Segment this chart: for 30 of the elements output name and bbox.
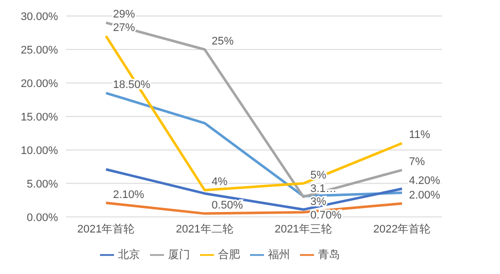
data-label: 3.1… — [310, 182, 337, 195]
x-tick-label: 2022年首轮 — [373, 224, 431, 236]
data-label: 2.10% — [113, 188, 144, 201]
x-tick-label: 2021年三轮 — [274, 224, 332, 236]
y-tick-label: 5.00% — [26, 178, 58, 190]
x-tick-label: 2021年二轮 — [176, 224, 234, 236]
legend-label: 福州 — [268, 248, 290, 261]
legend-label: 合肥 — [218, 248, 240, 261]
y-tick-label: 30.00% — [20, 10, 58, 23]
data-label: 0.50% — [212, 200, 244, 212]
data-label: 29% — [113, 8, 136, 21]
y-tick-label: 15.00% — [20, 111, 58, 124]
y-tick-label: 20.00% — [20, 78, 58, 90]
line-series — [104, 168, 404, 211]
x-tick-label: 2021年首轮 — [77, 224, 135, 236]
legend-label: 青岛 — [318, 248, 340, 261]
data-label: 0.70% — [310, 209, 342, 222]
data-label: 7% — [409, 156, 426, 168]
data-label: 3% — [310, 196, 326, 208]
data-label: 4.20% — [409, 174, 440, 187]
y-tick-label: 10.00% — [20, 144, 58, 157]
data-label: 4% — [212, 176, 228, 188]
y-tick-label: 25.00% — [20, 44, 58, 56]
legend-label: 厦门 — [168, 248, 190, 261]
legend-label: 北京 — [118, 248, 140, 261]
data-label: 25% — [212, 35, 234, 48]
y-tick-label: 0.00% — [26, 212, 58, 224]
data-label: 11% — [409, 129, 430, 142]
data-label: 2.00% — [409, 190, 440, 202]
data-label: 27% — [113, 22, 136, 34]
